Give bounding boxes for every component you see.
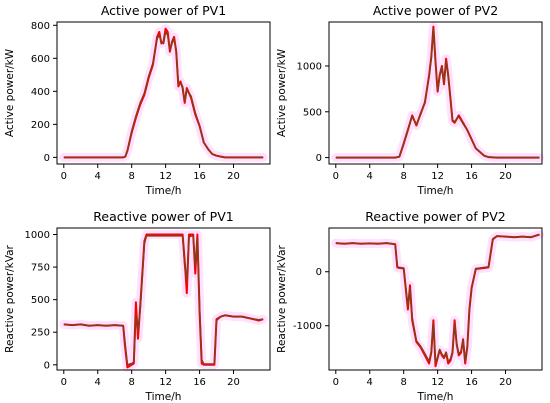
y-tick-label: -1000 xyxy=(293,321,322,332)
x-tick-label: 8 xyxy=(128,171,134,182)
y-tick-label: 1000 xyxy=(25,230,50,241)
x-tick-label: 0 xyxy=(61,171,67,182)
plot-frame xyxy=(328,21,543,165)
y-tick-label: 0 xyxy=(44,360,50,371)
x-tick-label: 8 xyxy=(400,171,406,182)
x-tick-label: 8 xyxy=(128,377,134,388)
x-tick-label: 4 xyxy=(95,171,101,182)
x-tick-label: 12 xyxy=(159,377,172,388)
y-tick-label: 1000 xyxy=(297,61,322,72)
y-tick-label: 400 xyxy=(31,87,50,98)
series-line-red xyxy=(63,233,264,369)
series-line-main xyxy=(63,235,264,366)
series-line-main xyxy=(335,233,540,365)
plot-frame xyxy=(56,227,271,371)
x-tick-label: 4 xyxy=(95,377,101,388)
y-tick-label: 800 xyxy=(31,21,50,32)
x-tick-label: 0 xyxy=(333,171,339,182)
y-tick-label: 200 xyxy=(31,120,50,131)
spread-band xyxy=(331,230,544,371)
y-axis-label: Reactive power/kVar xyxy=(4,244,16,352)
plot-frame xyxy=(56,21,271,165)
x-axis-label: Time/h xyxy=(417,185,454,197)
y-tick-label: 500 xyxy=(31,295,50,306)
x-tick-label: 20 xyxy=(227,377,240,388)
x-tick-label: 20 xyxy=(499,171,512,182)
y-axis-label: Active power/kW xyxy=(4,48,16,137)
subplot-3: Reactive power of PV1 0 4 8 12 16 20 0 250 500 750… xyxy=(4,209,271,403)
x-tick-label: 20 xyxy=(499,377,512,388)
y-tick-label: 0 xyxy=(316,153,322,164)
y-tick-label: 0 xyxy=(316,267,322,278)
series-line-main xyxy=(63,31,264,159)
y-axis-label: Reactive power/kVar xyxy=(276,244,288,352)
x-tick-label: 8 xyxy=(400,377,406,388)
subplot-2: Active power of PV2 0 4 8 12 16 20 0 500 1000 Time… xyxy=(276,3,544,197)
y-tick-label: 250 xyxy=(31,328,50,339)
x-tick-label: 16 xyxy=(465,377,478,388)
x-tick-label: 4 xyxy=(367,171,373,182)
series-line-main xyxy=(335,27,540,159)
x-tick-label: 12 xyxy=(431,171,444,182)
x-axis-label: Time/h xyxy=(145,391,182,403)
x-axis-label: Time/h xyxy=(417,391,454,403)
x-tick-label: 20 xyxy=(227,171,240,182)
x-tick-label: 12 xyxy=(159,171,172,182)
y-tick-label: 600 xyxy=(31,54,50,65)
y-tick-label: 750 xyxy=(31,263,50,274)
y-tick-label: 500 xyxy=(303,107,322,118)
x-axis-label: Time/h xyxy=(145,185,182,197)
y-tick-label: 0 xyxy=(44,153,50,164)
subplot-4: Reactive power of PV2 0 4 8 12 16 20 -1000 0 Time… xyxy=(276,209,544,403)
chart-title: Active power of PV1 xyxy=(101,3,226,18)
chart-title: Reactive power of PV2 xyxy=(365,209,505,224)
x-tick-label: 16 xyxy=(465,171,478,182)
y-axis-label: Active power/kW xyxy=(276,48,288,137)
x-tick-label: 16 xyxy=(193,377,206,388)
x-tick-label: 4 xyxy=(367,377,373,388)
plot-frame xyxy=(328,227,543,371)
x-tick-label: 0 xyxy=(61,377,67,388)
series-line-red xyxy=(63,27,264,159)
chart-title: Reactive power of PV1 xyxy=(93,209,233,224)
x-tick-label: 12 xyxy=(431,377,444,388)
spread-band xyxy=(59,24,268,162)
spread-band xyxy=(59,230,268,372)
x-tick-label: 16 xyxy=(193,171,206,182)
chart-title: Active power of PV2 xyxy=(373,3,498,18)
x-tick-label: 0 xyxy=(333,377,339,388)
